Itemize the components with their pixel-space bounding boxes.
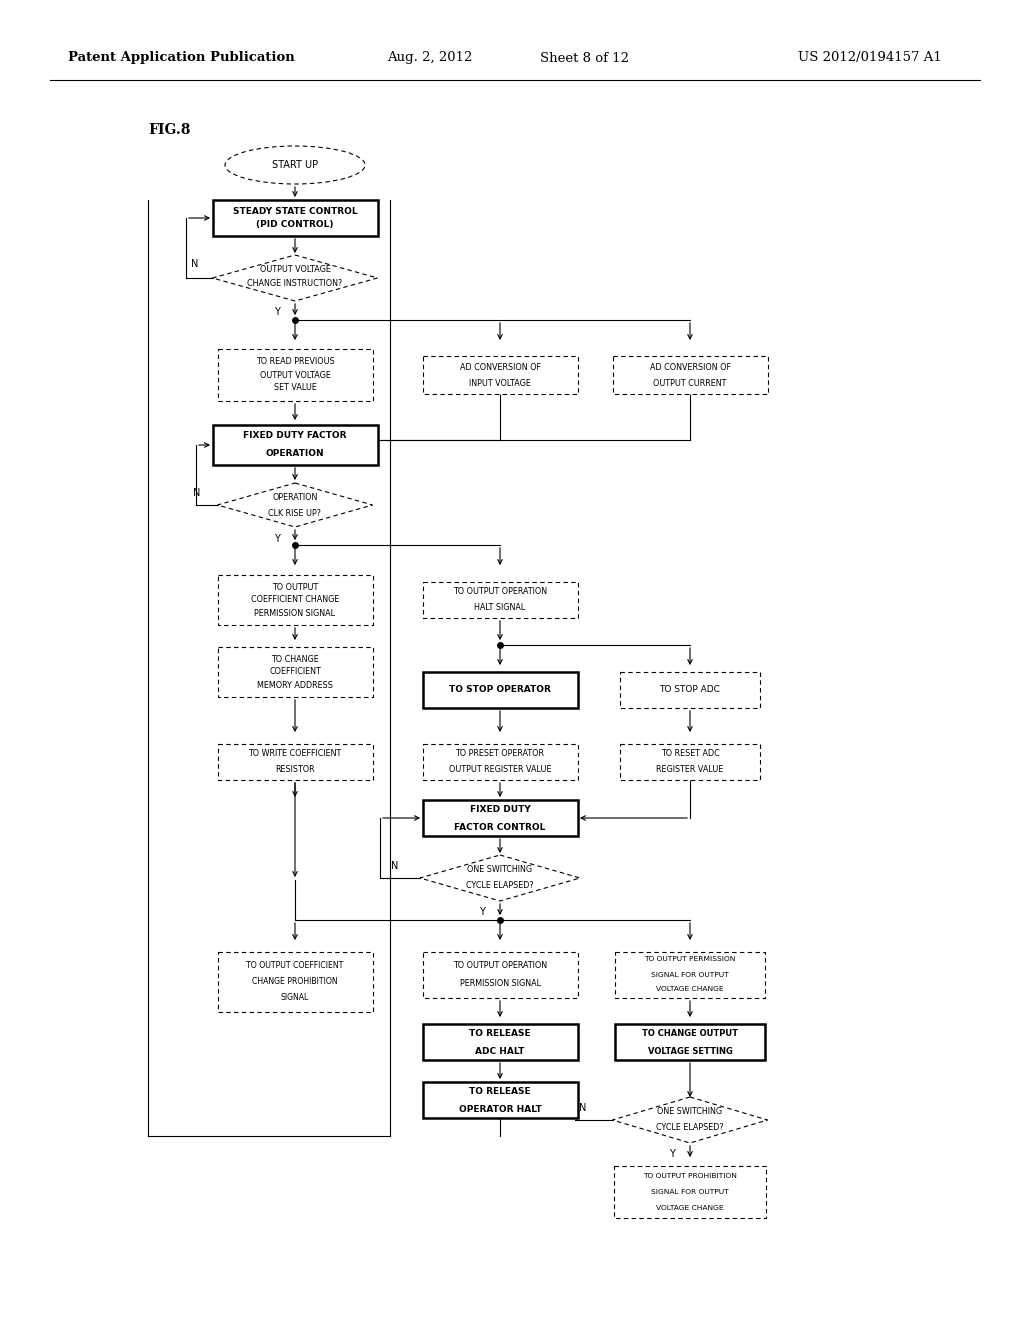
Text: SIGNAL FOR OUTPUT: SIGNAL FOR OUTPUT	[651, 972, 729, 978]
Text: TO RELEASE: TO RELEASE	[469, 1028, 530, 1038]
FancyBboxPatch shape	[423, 1024, 578, 1060]
Text: TO RELEASE: TO RELEASE	[469, 1086, 530, 1096]
Text: STEADY STATE CONTROL: STEADY STATE CONTROL	[232, 206, 357, 215]
Text: COEFFICIENT CHANGE: COEFFICIENT CHANGE	[251, 595, 339, 605]
Text: US 2012/0194157 A1: US 2012/0194157 A1	[798, 51, 942, 65]
FancyBboxPatch shape	[423, 952, 578, 998]
Text: RESISTOR: RESISTOR	[275, 766, 314, 775]
FancyBboxPatch shape	[213, 201, 378, 236]
Text: ONE SWITCHING: ONE SWITCHING	[467, 866, 532, 874]
Text: TO CHANGE: TO CHANGE	[271, 655, 318, 664]
Text: TO STOP ADC: TO STOP ADC	[659, 685, 721, 694]
Text: REGISTER VALUE: REGISTER VALUE	[656, 766, 724, 775]
Text: ONE SWITCHING: ONE SWITCHING	[657, 1107, 723, 1117]
Text: VOLTAGE CHANGE: VOLTAGE CHANGE	[656, 1205, 724, 1210]
Text: PERMISSION SIGNAL: PERMISSION SIGNAL	[460, 979, 541, 989]
Text: TO OUTPUT PROHIBITION: TO OUTPUT PROHIBITION	[643, 1173, 737, 1179]
Text: SIGNAL FOR OUTPUT: SIGNAL FOR OUTPUT	[651, 1189, 729, 1195]
Text: Aug. 2, 2012: Aug. 2, 2012	[387, 51, 473, 65]
Ellipse shape	[225, 147, 365, 183]
FancyBboxPatch shape	[423, 800, 578, 836]
Text: TO OUTPUT PERMISSION: TO OUTPUT PERMISSION	[644, 956, 735, 962]
FancyBboxPatch shape	[217, 647, 373, 697]
Text: CHANGE PROHIBITION: CHANGE PROHIBITION	[252, 978, 338, 986]
Text: CYCLE ELAPSED?: CYCLE ELAPSED?	[466, 882, 534, 891]
Text: CLK RISE UP?: CLK RISE UP?	[268, 508, 322, 517]
Text: TO OUTPUT OPERATION: TO OUTPUT OPERATION	[453, 587, 547, 597]
FancyBboxPatch shape	[217, 744, 373, 780]
Text: Y: Y	[274, 308, 280, 317]
Text: (PID CONTROL): (PID CONTROL)	[256, 220, 334, 230]
Polygon shape	[420, 855, 580, 902]
Text: Y: Y	[669, 1148, 675, 1159]
Text: COEFFICIENT: COEFFICIENT	[269, 668, 321, 676]
FancyBboxPatch shape	[423, 672, 578, 708]
FancyBboxPatch shape	[615, 952, 765, 998]
Text: AD CONVERSION OF: AD CONVERSION OF	[649, 363, 730, 371]
Text: OPERATOR HALT: OPERATOR HALT	[459, 1105, 542, 1114]
Text: TO OUTPUT: TO OUTPUT	[272, 582, 318, 591]
FancyBboxPatch shape	[217, 952, 373, 1012]
Text: TO PRESET OPERATOR: TO PRESET OPERATOR	[456, 750, 545, 759]
FancyBboxPatch shape	[217, 348, 373, 401]
Text: FIXED DUTY FACTOR: FIXED DUTY FACTOR	[244, 432, 347, 441]
FancyBboxPatch shape	[217, 576, 373, 624]
Text: TO CHANGE OUTPUT: TO CHANGE OUTPUT	[642, 1028, 738, 1038]
Text: OPERATION: OPERATION	[265, 450, 325, 458]
FancyBboxPatch shape	[620, 744, 760, 780]
Text: Sheet 8 of 12: Sheet 8 of 12	[541, 51, 630, 65]
FancyBboxPatch shape	[612, 356, 768, 393]
Text: SIGNAL: SIGNAL	[281, 994, 309, 1002]
Text: VOLTAGE SETTING: VOLTAGE SETTING	[647, 1047, 732, 1056]
Polygon shape	[612, 1097, 768, 1143]
Text: Patent Application Publication: Patent Application Publication	[68, 51, 295, 65]
Text: FIG.8: FIG.8	[148, 123, 190, 137]
Text: VOLTAGE CHANGE: VOLTAGE CHANGE	[656, 986, 724, 993]
Text: FACTOR CONTROL: FACTOR CONTROL	[455, 822, 546, 832]
Text: SET VALUE: SET VALUE	[273, 384, 316, 392]
Text: TO OUTPUT OPERATION: TO OUTPUT OPERATION	[453, 961, 547, 970]
FancyBboxPatch shape	[615, 1024, 765, 1060]
Text: TO RESET ADC: TO RESET ADC	[660, 750, 720, 759]
Text: N: N	[391, 861, 398, 871]
Text: OUTPUT REGISTER VALUE: OUTPUT REGISTER VALUE	[449, 766, 551, 775]
Text: OUTPUT VOLTAGE: OUTPUT VOLTAGE	[259, 371, 331, 380]
Text: MEMORY ADDRESS: MEMORY ADDRESS	[257, 681, 333, 689]
Text: CHANGE INSTRUCTION?: CHANGE INSTRUCTION?	[248, 280, 343, 289]
FancyBboxPatch shape	[423, 582, 578, 618]
Text: ADC HALT: ADC HALT	[475, 1047, 524, 1056]
Text: OUTPUT VOLTAGE: OUTPUT VOLTAGE	[259, 265, 331, 275]
FancyBboxPatch shape	[423, 356, 578, 393]
Polygon shape	[213, 255, 378, 301]
FancyBboxPatch shape	[423, 1082, 578, 1118]
Text: HALT SIGNAL: HALT SIGNAL	[474, 603, 525, 612]
Text: CYCLE ELAPSED?: CYCLE ELAPSED?	[656, 1123, 724, 1133]
Text: TO OUTPUT COEFFICIENT: TO OUTPUT COEFFICIENT	[247, 961, 344, 970]
Text: N: N	[580, 1104, 587, 1113]
Text: TO WRITE COEFFICIENT: TO WRITE COEFFICIENT	[249, 750, 342, 759]
FancyBboxPatch shape	[620, 672, 760, 708]
Text: OUTPUT CURRENT: OUTPUT CURRENT	[653, 379, 727, 388]
Polygon shape	[217, 483, 373, 527]
Text: AD CONVERSION OF: AD CONVERSION OF	[460, 363, 541, 371]
Text: Y: Y	[274, 535, 280, 544]
FancyBboxPatch shape	[614, 1166, 766, 1218]
FancyBboxPatch shape	[213, 425, 378, 465]
Text: OPERATION: OPERATION	[272, 492, 317, 502]
Text: Y: Y	[479, 907, 485, 917]
Text: START UP: START UP	[272, 160, 318, 170]
Text: INPUT VOLTAGE: INPUT VOLTAGE	[469, 379, 530, 388]
Text: PERMISSION SIGNAL: PERMISSION SIGNAL	[255, 609, 336, 618]
Text: TO STOP OPERATOR: TO STOP OPERATOR	[450, 685, 551, 694]
Text: N: N	[194, 488, 201, 498]
Text: FIXED DUTY: FIXED DUTY	[470, 804, 530, 813]
FancyBboxPatch shape	[423, 744, 578, 780]
Text: TO READ PREVIOUS: TO READ PREVIOUS	[256, 358, 335, 367]
Text: N: N	[191, 259, 199, 269]
